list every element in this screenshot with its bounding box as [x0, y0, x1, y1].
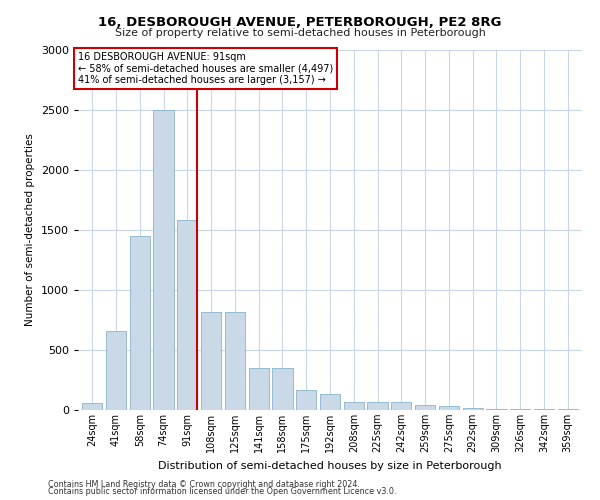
Bar [391, 402, 412, 410]
Text: Contains HM Land Registry data © Crown copyright and database right 2024.: Contains HM Land Registry data © Crown c… [48, 480, 360, 489]
Bar [463, 408, 483, 410]
Bar [201, 312, 221, 410]
Bar [248, 368, 269, 410]
Bar [296, 390, 316, 410]
Bar [130, 236, 150, 410]
Bar [367, 402, 388, 410]
Bar [154, 110, 173, 410]
Bar [225, 312, 245, 410]
Bar [320, 394, 340, 410]
Text: 16, DESBOROUGH AVENUE, PETERBOROUGH, PE2 8RG: 16, DESBOROUGH AVENUE, PETERBOROUGH, PE2… [98, 16, 502, 29]
Y-axis label: Number of semi-detached properties: Number of semi-detached properties [25, 134, 35, 326]
Bar [272, 368, 293, 410]
Bar [177, 220, 197, 410]
Bar [510, 409, 530, 410]
X-axis label: Distribution of semi-detached houses by size in Peterborough: Distribution of semi-detached houses by … [158, 460, 502, 470]
Bar [344, 402, 364, 410]
Bar [82, 404, 103, 410]
Text: Size of property relative to semi-detached houses in Peterborough: Size of property relative to semi-detach… [115, 28, 485, 38]
Bar [106, 331, 126, 410]
Bar [415, 405, 435, 410]
Text: 16 DESBOROUGH AVENUE: 91sqm
← 58% of semi-detached houses are smaller (4,497)
41: 16 DESBOROUGH AVENUE: 91sqm ← 58% of sem… [78, 52, 333, 85]
Bar [487, 409, 506, 410]
Text: Contains public sector information licensed under the Open Government Licence v3: Contains public sector information licen… [48, 487, 397, 496]
Bar [439, 406, 459, 410]
